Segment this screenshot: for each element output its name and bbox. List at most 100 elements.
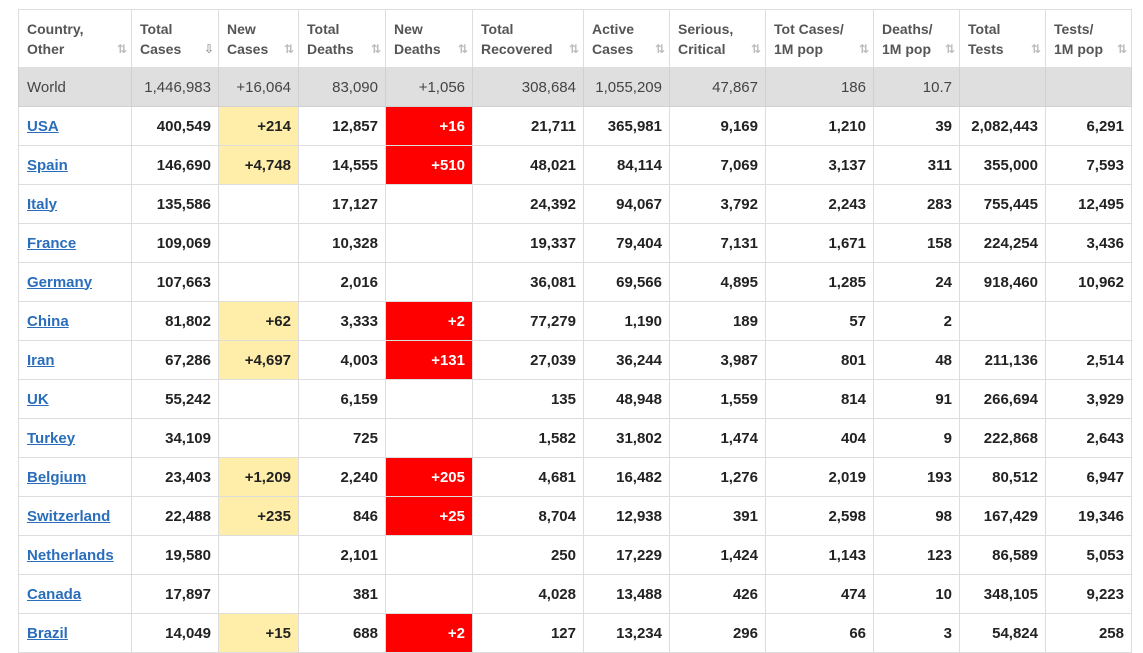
cell-total-recovered: 250 xyxy=(472,535,584,575)
cell-deaths-1m: 123 xyxy=(873,535,960,575)
cell-tot-cases-1m: 1,143 xyxy=(765,535,874,575)
table-row: Netherlands 19,580 2,101 250 17,229 1,424 1,14… xyxy=(18,535,1132,575)
country-link[interactable]: UK xyxy=(27,390,49,408)
cell-new-deaths: +131 xyxy=(385,340,473,380)
cell-total-tests: 755,445 xyxy=(959,184,1046,224)
cell-active-cases: 36,244 xyxy=(583,340,670,380)
cell-total-tests: 222,868 xyxy=(959,418,1046,458)
cell-new-cases xyxy=(218,184,299,224)
cell-serious-critical: 7,069 xyxy=(669,145,766,185)
sort-icon[interactable]: ⇅ xyxy=(654,42,665,56)
column-header-tests-1m[interactable]: Tests/ 1M pop ⇅ xyxy=(1045,9,1132,68)
country-link[interactable]: Switzerland xyxy=(27,507,111,525)
cell-new-deaths xyxy=(385,418,473,458)
cell-serious-critical: 1,559 xyxy=(669,379,766,419)
column-header-new-deaths[interactable]: New Deaths ⇅ xyxy=(385,9,473,68)
cell-new-cases xyxy=(218,418,299,458)
column-header-total-tests[interactable]: Total Tests ⇅ xyxy=(959,9,1046,68)
cell-new-deaths: +1,056 xyxy=(385,67,473,107)
country-link[interactable]: USA xyxy=(27,117,59,135)
cell-active-cases: 1,190 xyxy=(583,301,670,341)
country-link[interactable]: Iran xyxy=(27,351,55,369)
cell-total-recovered: 4,681 xyxy=(472,457,584,497)
cell-total-deaths: 4,003 xyxy=(298,340,386,380)
cell-active-cases: 31,802 xyxy=(583,418,670,458)
cell-total-recovered: 77,279 xyxy=(472,301,584,341)
cell-serious-critical: 9,169 xyxy=(669,106,766,146)
cell-total-tests xyxy=(959,67,1046,107)
cell-tot-cases-1m: 2,019 xyxy=(765,457,874,497)
column-header-total-recovered[interactable]: Total Recovered ⇅ xyxy=(472,9,584,68)
country-link[interactable]: China xyxy=(27,312,69,330)
column-header-total-cases[interactable]: Total Cases ⇩ xyxy=(131,9,219,68)
sort-icon[interactable]: ⇅ xyxy=(1116,42,1127,56)
column-header-deaths-1m[interactable]: Deaths/ 1M pop ⇅ xyxy=(873,9,960,68)
cell-new-cases: +62 xyxy=(218,301,299,341)
cell-total-cases: 19,580 xyxy=(131,535,219,575)
cell-active-cases: 1,055,209 xyxy=(583,67,670,107)
cell-total-tests: 918,460 xyxy=(959,262,1046,302)
sort-icon[interactable]: ⇅ xyxy=(370,42,381,56)
country-link[interactable]: France xyxy=(27,234,77,252)
column-header-tot-cases-1m[interactable]: Tot Cases/ 1M pop ⇅ xyxy=(765,9,874,68)
cell-tests-1m: 19,346 xyxy=(1045,496,1132,536)
cell-total-recovered: 21,711 xyxy=(472,106,584,146)
cell-total-deaths: 2,016 xyxy=(298,262,386,302)
cell-country: Switzerland xyxy=(18,496,132,536)
sort-icon[interactable]: ⇩ xyxy=(203,42,214,56)
cell-tot-cases-1m: 1,671 xyxy=(765,223,874,263)
sort-icon[interactable]: ⇅ xyxy=(1030,42,1041,56)
sort-icon[interactable]: ⇅ xyxy=(283,42,294,56)
sort-icon[interactable]: ⇅ xyxy=(750,42,761,56)
cell-total-deaths: 12,857 xyxy=(298,106,386,146)
cell-serious-critical: 4,895 xyxy=(669,262,766,302)
cell-total-cases: 146,690 xyxy=(131,145,219,185)
column-header-label: Tot Cases/ 1M pop xyxy=(774,20,844,57)
cell-tests-1m: 5,053 xyxy=(1045,535,1132,575)
cell-tot-cases-1m: 2,598 xyxy=(765,496,874,536)
cell-total-deaths: 6,159 xyxy=(298,379,386,419)
column-header-country[interactable]: Country, Other ⇅ xyxy=(18,9,132,68)
cell-total-deaths: 83,090 xyxy=(298,67,386,107)
cell-total-tests: 54,824 xyxy=(959,613,1046,653)
column-header-label: New Deaths xyxy=(394,20,441,57)
column-header-active-cases[interactable]: Active Cases ⇅ xyxy=(583,9,670,68)
country-link[interactable]: Spain xyxy=(27,156,68,174)
column-header-new-cases[interactable]: New Cases ⇅ xyxy=(218,9,299,68)
cell-new-deaths xyxy=(385,262,473,302)
country-link[interactable]: Belgium xyxy=(27,468,87,486)
table-row: USA 400,549 +214 12,857 +16 21,711 365,981 9,16… xyxy=(18,106,1132,146)
cell-total-deaths: 725 xyxy=(298,418,386,458)
sort-icon[interactable]: ⇅ xyxy=(568,42,579,56)
cell-deaths-1m: 10 xyxy=(873,574,960,614)
cell-active-cases: 69,566 xyxy=(583,262,670,302)
cell-tot-cases-1m: 57 xyxy=(765,301,874,341)
sort-icon[interactable]: ⇅ xyxy=(457,42,468,56)
cell-new-cases: +4,697 xyxy=(218,340,299,380)
sort-icon[interactable]: ⇅ xyxy=(116,42,127,56)
country-link[interactable]: Italy xyxy=(27,195,58,213)
column-header-total-deaths[interactable]: Total Deaths ⇅ xyxy=(298,9,386,68)
column-header-label: Total Deaths xyxy=(307,20,354,57)
sort-icon[interactable]: ⇅ xyxy=(944,42,955,56)
cell-active-cases: 365,981 xyxy=(583,106,670,146)
sort-icon[interactable]: ⇅ xyxy=(858,42,869,56)
table-header-row: Country, Other ⇅ Total Cases ⇩ New Cases ⇅ Tot… xyxy=(18,9,1132,68)
cell-tests-1m: 2,514 xyxy=(1045,340,1132,380)
coronavirus-cases-table: Country, Other ⇅ Total Cases ⇩ New Cases ⇅ Tot… xyxy=(18,9,1132,653)
column-header-label: Total Tests xyxy=(968,20,1004,57)
column-header-label: Country, Other xyxy=(27,20,84,57)
cell-total-cases: 135,586 xyxy=(131,184,219,224)
cell-total-tests: 86,589 xyxy=(959,535,1046,575)
column-header-serious-critical[interactable]: Serious, Critical ⇅ xyxy=(669,9,766,68)
country-link[interactable]: Turkey xyxy=(27,429,76,447)
country-link[interactable]: Canada xyxy=(27,585,82,603)
country-link[interactable]: Netherlands xyxy=(27,546,114,564)
cell-serious-critical: 1,424 xyxy=(669,535,766,575)
cell-total-cases: 1,446,983 xyxy=(131,67,219,107)
cell-serious-critical: 47,867 xyxy=(669,67,766,107)
country-link[interactable]: Brazil xyxy=(27,624,68,642)
cell-deaths-1m: 9 xyxy=(873,418,960,458)
cell-new-cases xyxy=(218,535,299,575)
country-link[interactable]: Germany xyxy=(27,273,93,291)
